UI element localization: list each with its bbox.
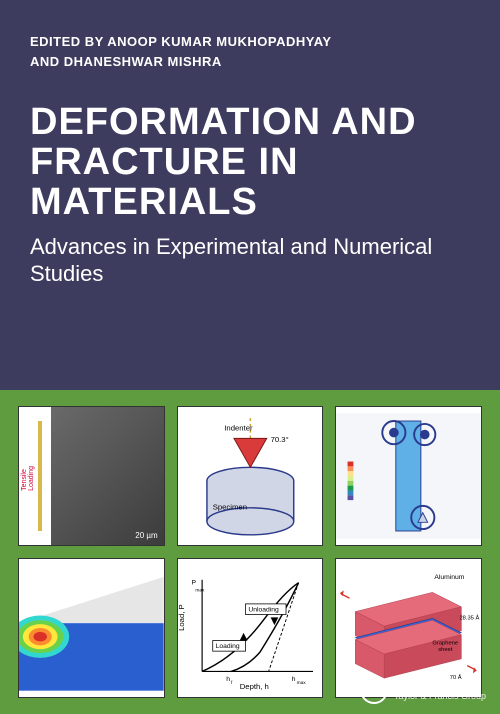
svg-text:Load, P: Load, P <box>178 604 186 631</box>
panel-stress-contour <box>18 558 165 698</box>
editors-line-2: AND DHANESHWAR MISHRA <box>30 52 470 72</box>
svg-text:Indenter: Indenter <box>224 424 253 433</box>
publisher-logo: CRC CRC Press Taylor & Francis Group <box>360 676 486 704</box>
svg-text:Unloading: Unloading <box>248 607 279 614</box>
scale-bar-label: 20 µm <box>135 531 157 540</box>
svg-text:70.3°: 70.3° <box>270 435 288 444</box>
crc-badge-text: CRC <box>365 685 383 695</box>
tensile-schematic: Tensile Loading <box>19 407 51 545</box>
book-cover: EDITED BY ANOOP KUMAR MUKHOPADHYAY AND D… <box>0 0 500 714</box>
svg-text:Loading: Loading <box>215 643 239 650</box>
panel-fem-beam <box>335 406 482 546</box>
book-subtitle: Advances in Experimental and Numerical S… <box>30 233 470 288</box>
svg-text:f: f <box>231 680 233 686</box>
publisher-text: CRC Press Taylor & Francis Group <box>394 678 486 701</box>
crc-badge-icon: CRC <box>360 676 388 704</box>
publisher-name: CRC Press <box>394 678 486 691</box>
panel-tensile-sem: Tensile Loading 20 µm <box>18 406 165 546</box>
editors-line-1: EDITED BY ANOOP KUMAR MUKHOPADHYAY <box>30 32 470 52</box>
svg-text:P: P <box>191 580 196 587</box>
svg-text:Depth, h: Depth, h <box>239 682 268 691</box>
tensile-label: Tensile Loading <box>21 461 35 491</box>
svg-text:28.35 Å: 28.35 Å <box>460 614 480 621</box>
svg-text:h: h <box>291 676 295 683</box>
top-section: EDITED BY ANOOP KUMAR MUKHOPADHYAY AND D… <box>0 0 500 390</box>
svg-text:Specimen: Specimen <box>212 503 246 512</box>
svg-text:h: h <box>226 676 230 683</box>
publisher-tagline: Taylor & Francis Group <box>394 692 486 702</box>
svg-text:max: max <box>296 681 306 686</box>
svg-text:max: max <box>195 588 205 593</box>
book-title: DEFORMATION AND FRACTURE IN MATERIALS <box>30 103 470 223</box>
editors-block: EDITED BY ANOOP KUMAR MUKHOPADHYAY AND D… <box>30 32 470 71</box>
sem-micrograph: 20 µm <box>51 407 164 545</box>
svg-text:Graphene: Graphene <box>433 640 459 646</box>
panel-load-depth-curve: Loading Unloading P max hf hmax Load, P … <box>177 558 324 698</box>
bottom-section: Tensile Loading 20 µm Indenter 70.3° Spe… <box>0 390 500 714</box>
panel-indenter-diagram: Indenter 70.3° Specimen <box>177 406 324 546</box>
svg-text:sheet: sheet <box>439 647 454 653</box>
svg-text:Aluminum: Aluminum <box>435 574 465 581</box>
